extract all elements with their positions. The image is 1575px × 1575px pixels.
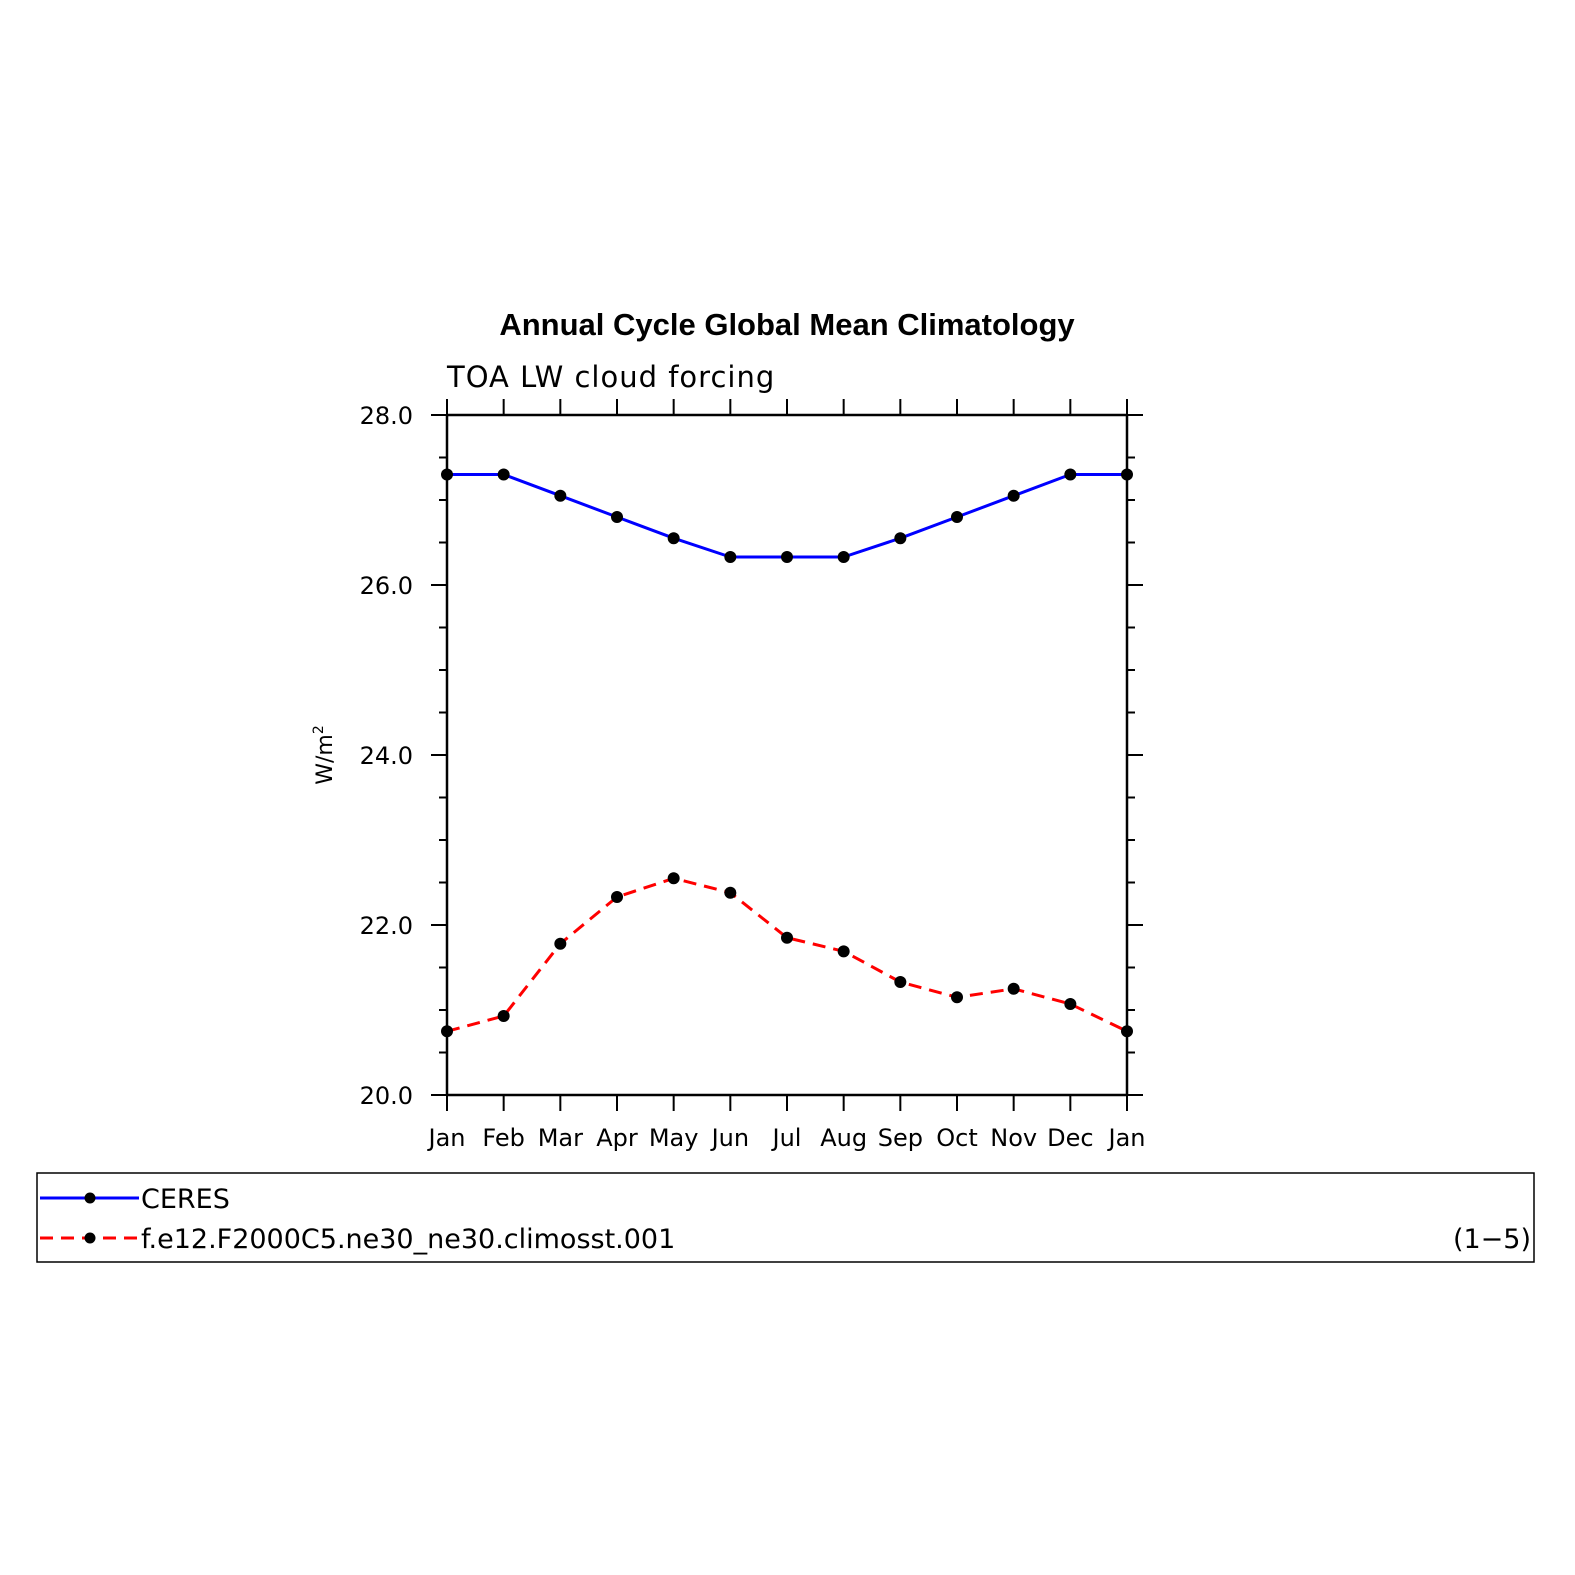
series-1-point <box>667 872 680 885</box>
x-tick-label: Jul <box>771 1124 802 1152</box>
series-0-point <box>781 550 793 563</box>
x-tick-label: Apr <box>596 1124 638 1152</box>
series-1-point <box>951 991 963 1004</box>
y-tick-label: 28.0 <box>360 402 413 430</box>
legend-note: (1−5) <box>1453 1224 1531 1255</box>
series-0-point <box>1064 468 1077 481</box>
series-1-point <box>724 886 737 899</box>
legend-marker-model <box>84 1232 96 1244</box>
y-axis-label-base: W/m <box>313 734 338 785</box>
series-0-point <box>497 468 510 481</box>
y-tick-label: 20.0 <box>360 1082 413 1110</box>
y-tick-label: 26.0 <box>360 572 413 600</box>
x-tick-label: Jun <box>710 1124 750 1152</box>
series-1-point <box>497 1009 510 1022</box>
x-tick-label: Mar <box>538 1124 583 1152</box>
series-1-point <box>837 945 850 958</box>
chart-subtitle: TOA LW cloud forcing <box>446 360 775 394</box>
x-tick-label: Sep <box>878 1124 923 1152</box>
legend-marker-ceres <box>84 1192 96 1204</box>
x-tick-label: Aug <box>820 1124 867 1152</box>
series-0-point <box>951 511 963 523</box>
series-1-point <box>1121 1025 1133 1038</box>
y-tick-label: 24.0 <box>360 742 413 770</box>
series-1-point <box>554 937 567 950</box>
series-1-point <box>611 890 623 903</box>
legend-box <box>36 1172 1535 1263</box>
series-0-point <box>894 532 907 545</box>
series-1-point <box>1064 998 1077 1011</box>
x-tick-label: Dec <box>1047 1124 1093 1152</box>
series-0-point <box>611 511 623 523</box>
series-line-1 <box>446 876 1128 1033</box>
y-tick-label: 22.0 <box>360 912 413 940</box>
x-tick-label: Oct <box>936 1124 978 1152</box>
series-0-point <box>554 489 567 502</box>
series-1-point <box>1007 982 1020 995</box>
series-0-point <box>441 468 453 481</box>
legend: CERES f.e12.F2000C5.ne30_ne30.climosst.0… <box>36 1172 1535 1263</box>
series-0-point <box>1121 468 1133 481</box>
x-tick-label: Jan <box>427 1124 466 1152</box>
x-tick-label: Feb <box>482 1124 525 1152</box>
x-tick-label: Jan <box>1107 1124 1146 1152</box>
series-layer <box>441 468 1133 1038</box>
y-axis-label: W/m2 <box>311 725 338 785</box>
x-tick-label: Nov <box>990 1124 1037 1152</box>
series-0-point <box>837 550 850 563</box>
y-axis-ticks: 20.0 22.0 24.0 26.0 28.0 <box>360 402 1143 1110</box>
series-1-point <box>781 931 793 944</box>
series-line-0 <box>447 473 1127 559</box>
legend-label-model: f.e12.F2000C5.ne30_ne30.climosst.001 <box>141 1224 675 1255</box>
series-1-point <box>894 975 907 988</box>
series-1-point <box>441 1025 453 1038</box>
axes <box>445 413 1129 1097</box>
series-0-point <box>1007 489 1020 502</box>
chart-title: Annual Cycle Global Mean Climatology <box>499 307 1075 342</box>
x-tick-label: May <box>649 1124 699 1152</box>
x-axis-ticks: Jan Feb Mar Apr May Jun Jul Aug Sep Oct Nov Dec Jan <box>427 399 1146 1152</box>
legend-label-ceres: CERES <box>141 1184 230 1215</box>
series-0-point <box>667 532 680 545</box>
y-axis-label-superscript: 2 <box>311 725 327 734</box>
series-0-point <box>724 550 737 563</box>
